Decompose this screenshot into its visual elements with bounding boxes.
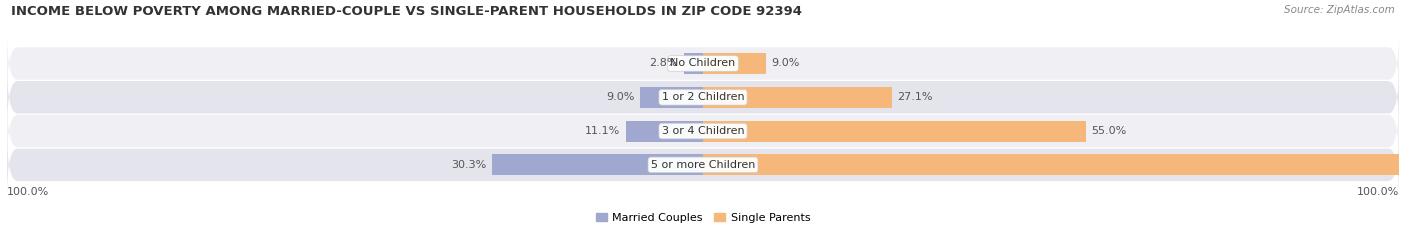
Text: 9.0%: 9.0% — [606, 92, 634, 102]
Bar — [703, 53, 766, 74]
Text: Source: ZipAtlas.com: Source: ZipAtlas.com — [1284, 5, 1395, 15]
Bar — [703, 87, 891, 108]
FancyBboxPatch shape — [7, 130, 1399, 199]
Text: 2.8%: 2.8% — [650, 58, 678, 69]
Text: 100.0%: 100.0% — [1357, 187, 1399, 197]
Bar — [640, 87, 703, 108]
Bar — [703, 154, 1399, 175]
Text: 9.0%: 9.0% — [772, 58, 800, 69]
Text: 30.3%: 30.3% — [451, 160, 486, 170]
FancyBboxPatch shape — [7, 63, 1399, 132]
Text: 100.0%: 100.0% — [1405, 160, 1406, 170]
Text: 1 or 2 Children: 1 or 2 Children — [662, 92, 744, 102]
FancyBboxPatch shape — [7, 97, 1399, 165]
Bar — [492, 154, 703, 175]
Bar — [703, 121, 1085, 141]
Text: 3 or 4 Children: 3 or 4 Children — [662, 126, 744, 136]
Text: No Children: No Children — [671, 58, 735, 69]
Text: 27.1%: 27.1% — [897, 92, 932, 102]
FancyBboxPatch shape — [7, 29, 1399, 98]
Text: INCOME BELOW POVERTY AMONG MARRIED-COUPLE VS SINGLE-PARENT HOUSEHOLDS IN ZIP COD: INCOME BELOW POVERTY AMONG MARRIED-COUPL… — [11, 5, 803, 18]
Text: 11.1%: 11.1% — [585, 126, 620, 136]
Bar — [683, 53, 703, 74]
Text: 100.0%: 100.0% — [7, 187, 49, 197]
Bar — [626, 121, 703, 141]
Text: 5 or more Children: 5 or more Children — [651, 160, 755, 170]
Legend: Married Couples, Single Parents: Married Couples, Single Parents — [592, 209, 814, 228]
Text: 55.0%: 55.0% — [1091, 126, 1126, 136]
